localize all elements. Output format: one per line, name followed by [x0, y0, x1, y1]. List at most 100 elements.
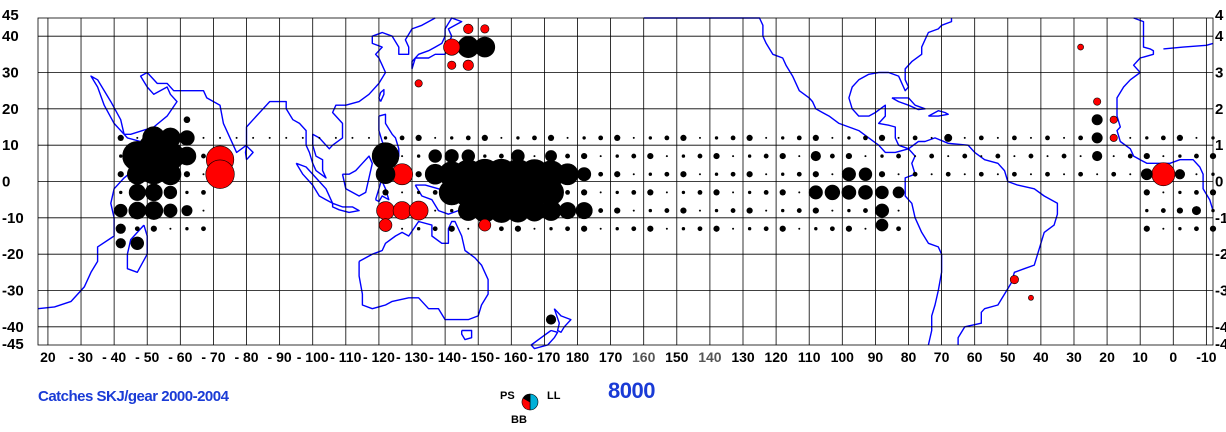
catch-bubble-ps [1092, 150, 1103, 162]
x-tick-label: 50 [1000, 349, 1016, 365]
catch-bubble-bb [414, 79, 423, 88]
y-tick-label: -10 [2, 210, 24, 227]
x-tick-label: 80 [901, 349, 917, 365]
catch-dot [549, 227, 553, 231]
catch-bubble-bb [1077, 43, 1084, 51]
catch-dot [565, 226, 570, 232]
catch-dot [798, 227, 801, 230]
catch-dot [747, 227, 752, 231]
catch-dot [185, 190, 189, 195]
coast-line [643, 17, 943, 346]
catch-bubble-ps [126, 163, 148, 185]
catch-bubble-ps [115, 238, 126, 249]
catch-dot [765, 209, 768, 212]
x-tick-label: - 130 [396, 349, 428, 365]
x-tick-label: - 90 [268, 349, 292, 365]
x-tick-label: 180 [566, 349, 590, 365]
x-tick-label: 10 [1132, 349, 1148, 365]
catch-dot [1194, 190, 1199, 195]
catch-dot [235, 136, 238, 139]
catch-dot [1160, 135, 1166, 141]
x-tick-label: 40 [1033, 349, 1049, 365]
catch-dot [864, 155, 867, 158]
catch-dot [781, 208, 785, 213]
catch-bubble-ps [1091, 132, 1103, 144]
catch-dot [1160, 208, 1166, 213]
catch-dot [829, 153, 835, 159]
catch-dot [1162, 155, 1165, 158]
x-tick-label: 110 [798, 349, 821, 365]
x-tick-label: 150 [665, 349, 689, 365]
catch-dot [599, 155, 602, 158]
catch-dot [714, 208, 719, 213]
catch-dot [1079, 155, 1082, 158]
x-tick-label: 100 [831, 349, 855, 365]
y-tick-label: -20 [1215, 246, 1226, 263]
catch-dot [996, 173, 999, 176]
catch-dot [779, 152, 786, 160]
catch-dot [448, 225, 455, 232]
catch-bubble-ps [145, 183, 163, 202]
catch-dot [912, 135, 918, 141]
catch-dot [285, 136, 288, 139]
catch-bubble-ps [559, 202, 577, 220]
catch-dot [798, 155, 801, 158]
catch-dot [201, 226, 206, 232]
catch-bubble-ps [511, 149, 525, 163]
catch-dot [796, 171, 802, 177]
coast-line [1116, 17, 1214, 211]
x-tick-label: 170 [599, 349, 623, 365]
catch-dot [714, 172, 719, 176]
catch-dot [1211, 208, 1215, 213]
catch-dot [829, 226, 835, 232]
y-tick-label: 40 [2, 28, 19, 45]
catch-dot [516, 136, 520, 140]
legend-ps-label: PS [500, 390, 515, 402]
catch-dot [1045, 135, 1050, 141]
catch-dot [401, 191, 404, 194]
x-tick-label: 160 [632, 349, 656, 365]
x-tick-label: -10 [1196, 349, 1216, 365]
catch-dot [614, 207, 621, 214]
catch-dot [812, 171, 819, 178]
catch-dot [812, 134, 819, 141]
catch-bubble-ps [444, 149, 459, 164]
catch-bubble-bb [480, 24, 490, 34]
catch-dot [713, 152, 720, 160]
catch-dot [467, 227, 470, 230]
catch-bubble-bb [443, 38, 461, 56]
x-tick-label: - 160 [495, 349, 527, 365]
catch-dot [1143, 189, 1150, 196]
catch-bubble-ps [1091, 114, 1103, 126]
catch-dot [566, 136, 569, 139]
x-tick-label: 30 [1066, 349, 1082, 365]
catch-dot [1194, 226, 1199, 232]
catch-bubble-ps [163, 185, 178, 200]
catch-dot [1127, 153, 1133, 159]
x-tick-label: - 70 [201, 349, 225, 365]
catch-dot [845, 225, 853, 232]
catch-dot [1209, 225, 1217, 232]
catch-dot [1143, 225, 1150, 232]
catch-dot [334, 136, 337, 139]
coast-line [295, 162, 334, 204]
catch-dot [781, 172, 785, 176]
catch-dot [416, 154, 421, 158]
catch-dot [367, 136, 370, 139]
catch-dot [318, 136, 321, 139]
catch-bubble-ps [540, 200, 562, 221]
catch-bubble-ps [1191, 206, 1201, 216]
catch-dot [831, 209, 834, 212]
catch-dot [697, 190, 703, 195]
x-tick-label: - 30 [69, 349, 93, 365]
catch-dot [647, 189, 654, 196]
y-axis-right-labels: 4 4 3 2 1 0 -10 -20 -30 -40-4 [1215, 7, 1226, 353]
y-tick-label: 0 [2, 174, 10, 191]
catch-bubble-ps [144, 201, 164, 220]
catch-bubble-bb [463, 23, 474, 34]
x-tick-label: 60 [967, 349, 983, 365]
catch-dot [763, 153, 769, 159]
catch-dot [996, 136, 999, 139]
catch-dot [532, 135, 537, 141]
catch-dot [383, 136, 388, 140]
